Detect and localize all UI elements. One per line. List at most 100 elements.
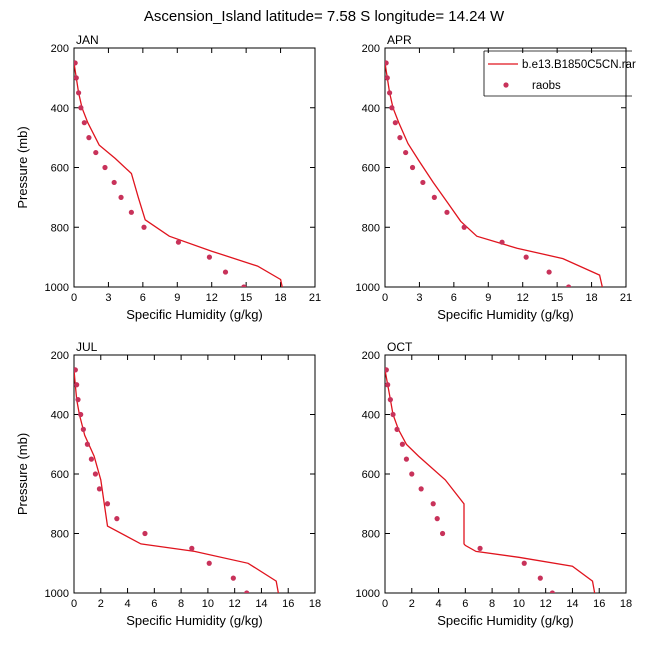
series-line-model: [74, 369, 280, 593]
x-tick-label: 6: [151, 598, 157, 610]
y-tick-label: 800: [51, 529, 69, 541]
y-tick-label: 600: [362, 163, 380, 175]
x-axis-label: Specific Humidity (g/kg): [126, 613, 263, 628]
obs-point: [104, 501, 111, 507]
data-area: [74, 60, 283, 287]
obs-point: [74, 367, 78, 373]
y-tick-label: 800: [362, 222, 380, 234]
y-tick-label: 1000: [45, 282, 69, 294]
y-axis-label: Pressure (mb): [15, 433, 30, 515]
obs-point: [387, 397, 393, 403]
obs-point: [461, 224, 467, 230]
x-tick-label: 6: [462, 598, 468, 610]
obs-point: [244, 590, 250, 593]
plot-frame: [73, 354, 316, 594]
x-tick-label: 9: [174, 292, 180, 304]
x-tick-label: 3: [105, 292, 111, 304]
y-tick-label: 200: [51, 43, 69, 55]
panel-jan: 0 3 6 9 12 15 18 21 200 400 600 800 1000 JAN Specific …: [15, 33, 321, 322]
obs-point: [92, 471, 99, 477]
obs-point: [409, 164, 416, 171]
y-tick-label: 400: [51, 103, 69, 115]
data-area: [74, 367, 280, 593]
plot-frame: [384, 354, 627, 594]
x-tick-label: 14: [566, 598, 578, 610]
obs-point: [537, 575, 543, 581]
x-tick-label: 18: [620, 598, 632, 610]
obs-point: [431, 194, 437, 200]
obs-point: [523, 254, 529, 260]
series-line-model: [385, 62, 603, 287]
y-tick-label: 800: [362, 529, 380, 541]
x-tick-label: 3: [416, 292, 422, 304]
x-tick-label: 12: [517, 292, 529, 304]
x-tick-label: 15: [240, 292, 252, 304]
y-tick-label: 600: [362, 469, 380, 481]
figure-title: Ascension_Island latitude= 7.58 S longit…: [143, 8, 505, 25]
x-tick-label: 16: [282, 598, 294, 610]
panel-label: APR: [387, 33, 412, 47]
x-tick-label: 21: [309, 292, 321, 304]
x-tick-label: 18: [309, 598, 321, 610]
x-tick-label: 6: [451, 292, 457, 304]
obs-point: [397, 135, 403, 141]
obs-point: [420, 179, 426, 186]
obs-point: [403, 149, 409, 156]
obs-point: [385, 367, 389, 373]
legend-model-label: b.e13.B1850C5CN.rar: [522, 59, 636, 71]
y-tick-label: 400: [51, 410, 69, 422]
obs-point: [546, 269, 552, 275]
y-tick-label: 1000: [45, 588, 69, 600]
obs-point: [439, 530, 446, 537]
obs-point: [189, 545, 195, 551]
x-tick-label: 12: [229, 598, 241, 610]
panel-apr: 0 3 6 9 12 15 18 21 200 400 600 800 1000 APR Specific …: [356, 33, 633, 322]
x-tick-label: 0: [71, 598, 77, 610]
obs-point: [434, 516, 440, 522]
obs-point: [386, 90, 393, 96]
y-tick-label: 600: [51, 163, 69, 175]
obs-point: [88, 456, 95, 462]
obs-point: [499, 239, 505, 245]
x-axis-label: Specific Humidity (g/kg): [437, 307, 574, 322]
obs-point: [389, 105, 395, 111]
obs-point: [392, 120, 398, 126]
obs-point: [102, 164, 108, 171]
obs-point: [430, 501, 436, 507]
x-tick-label: 8: [178, 598, 184, 610]
x-tick-label: 12: [540, 598, 552, 610]
obs-point: [74, 60, 78, 66]
x-tick-label: 14: [255, 598, 267, 610]
obs-point: [86, 135, 92, 141]
obs-point: [206, 560, 212, 566]
legend-obs-label: raobs: [532, 80, 561, 92]
obs-point: [385, 60, 389, 66]
data-area: [385, 60, 603, 287]
obs-point: [394, 426, 400, 432]
y-tick-label: 200: [51, 350, 69, 362]
y-tick-label: 1000: [356, 282, 380, 294]
y-tick-label: 200: [362, 350, 380, 362]
series-line-model: [74, 62, 283, 287]
obs-point: [74, 382, 80, 388]
obs-point: [566, 284, 572, 287]
x-axis-label: Specific Humidity (g/kg): [437, 613, 574, 628]
obs-point: [142, 530, 148, 537]
y-tick-label: 800: [51, 222, 69, 234]
x-tick-label: 18: [585, 292, 597, 304]
obs-point: [84, 441, 90, 447]
x-tick-label: 4: [435, 598, 441, 610]
y-tick-label: 1000: [356, 588, 380, 600]
obs-point: [81, 120, 87, 126]
legend-dot-swatch: [503, 82, 509, 88]
x-tick-label: 18: [274, 292, 286, 304]
series-line-model: [385, 369, 596, 593]
obs-point: [206, 254, 213, 260]
x-tick-label: 8: [489, 598, 495, 610]
x-tick-label: 2: [409, 598, 415, 610]
x-tick-label: 16: [593, 598, 605, 610]
legend: b.e13.B1850C5CN.rar raobs: [483, 50, 636, 97]
x-tick-label: 15: [551, 292, 563, 304]
